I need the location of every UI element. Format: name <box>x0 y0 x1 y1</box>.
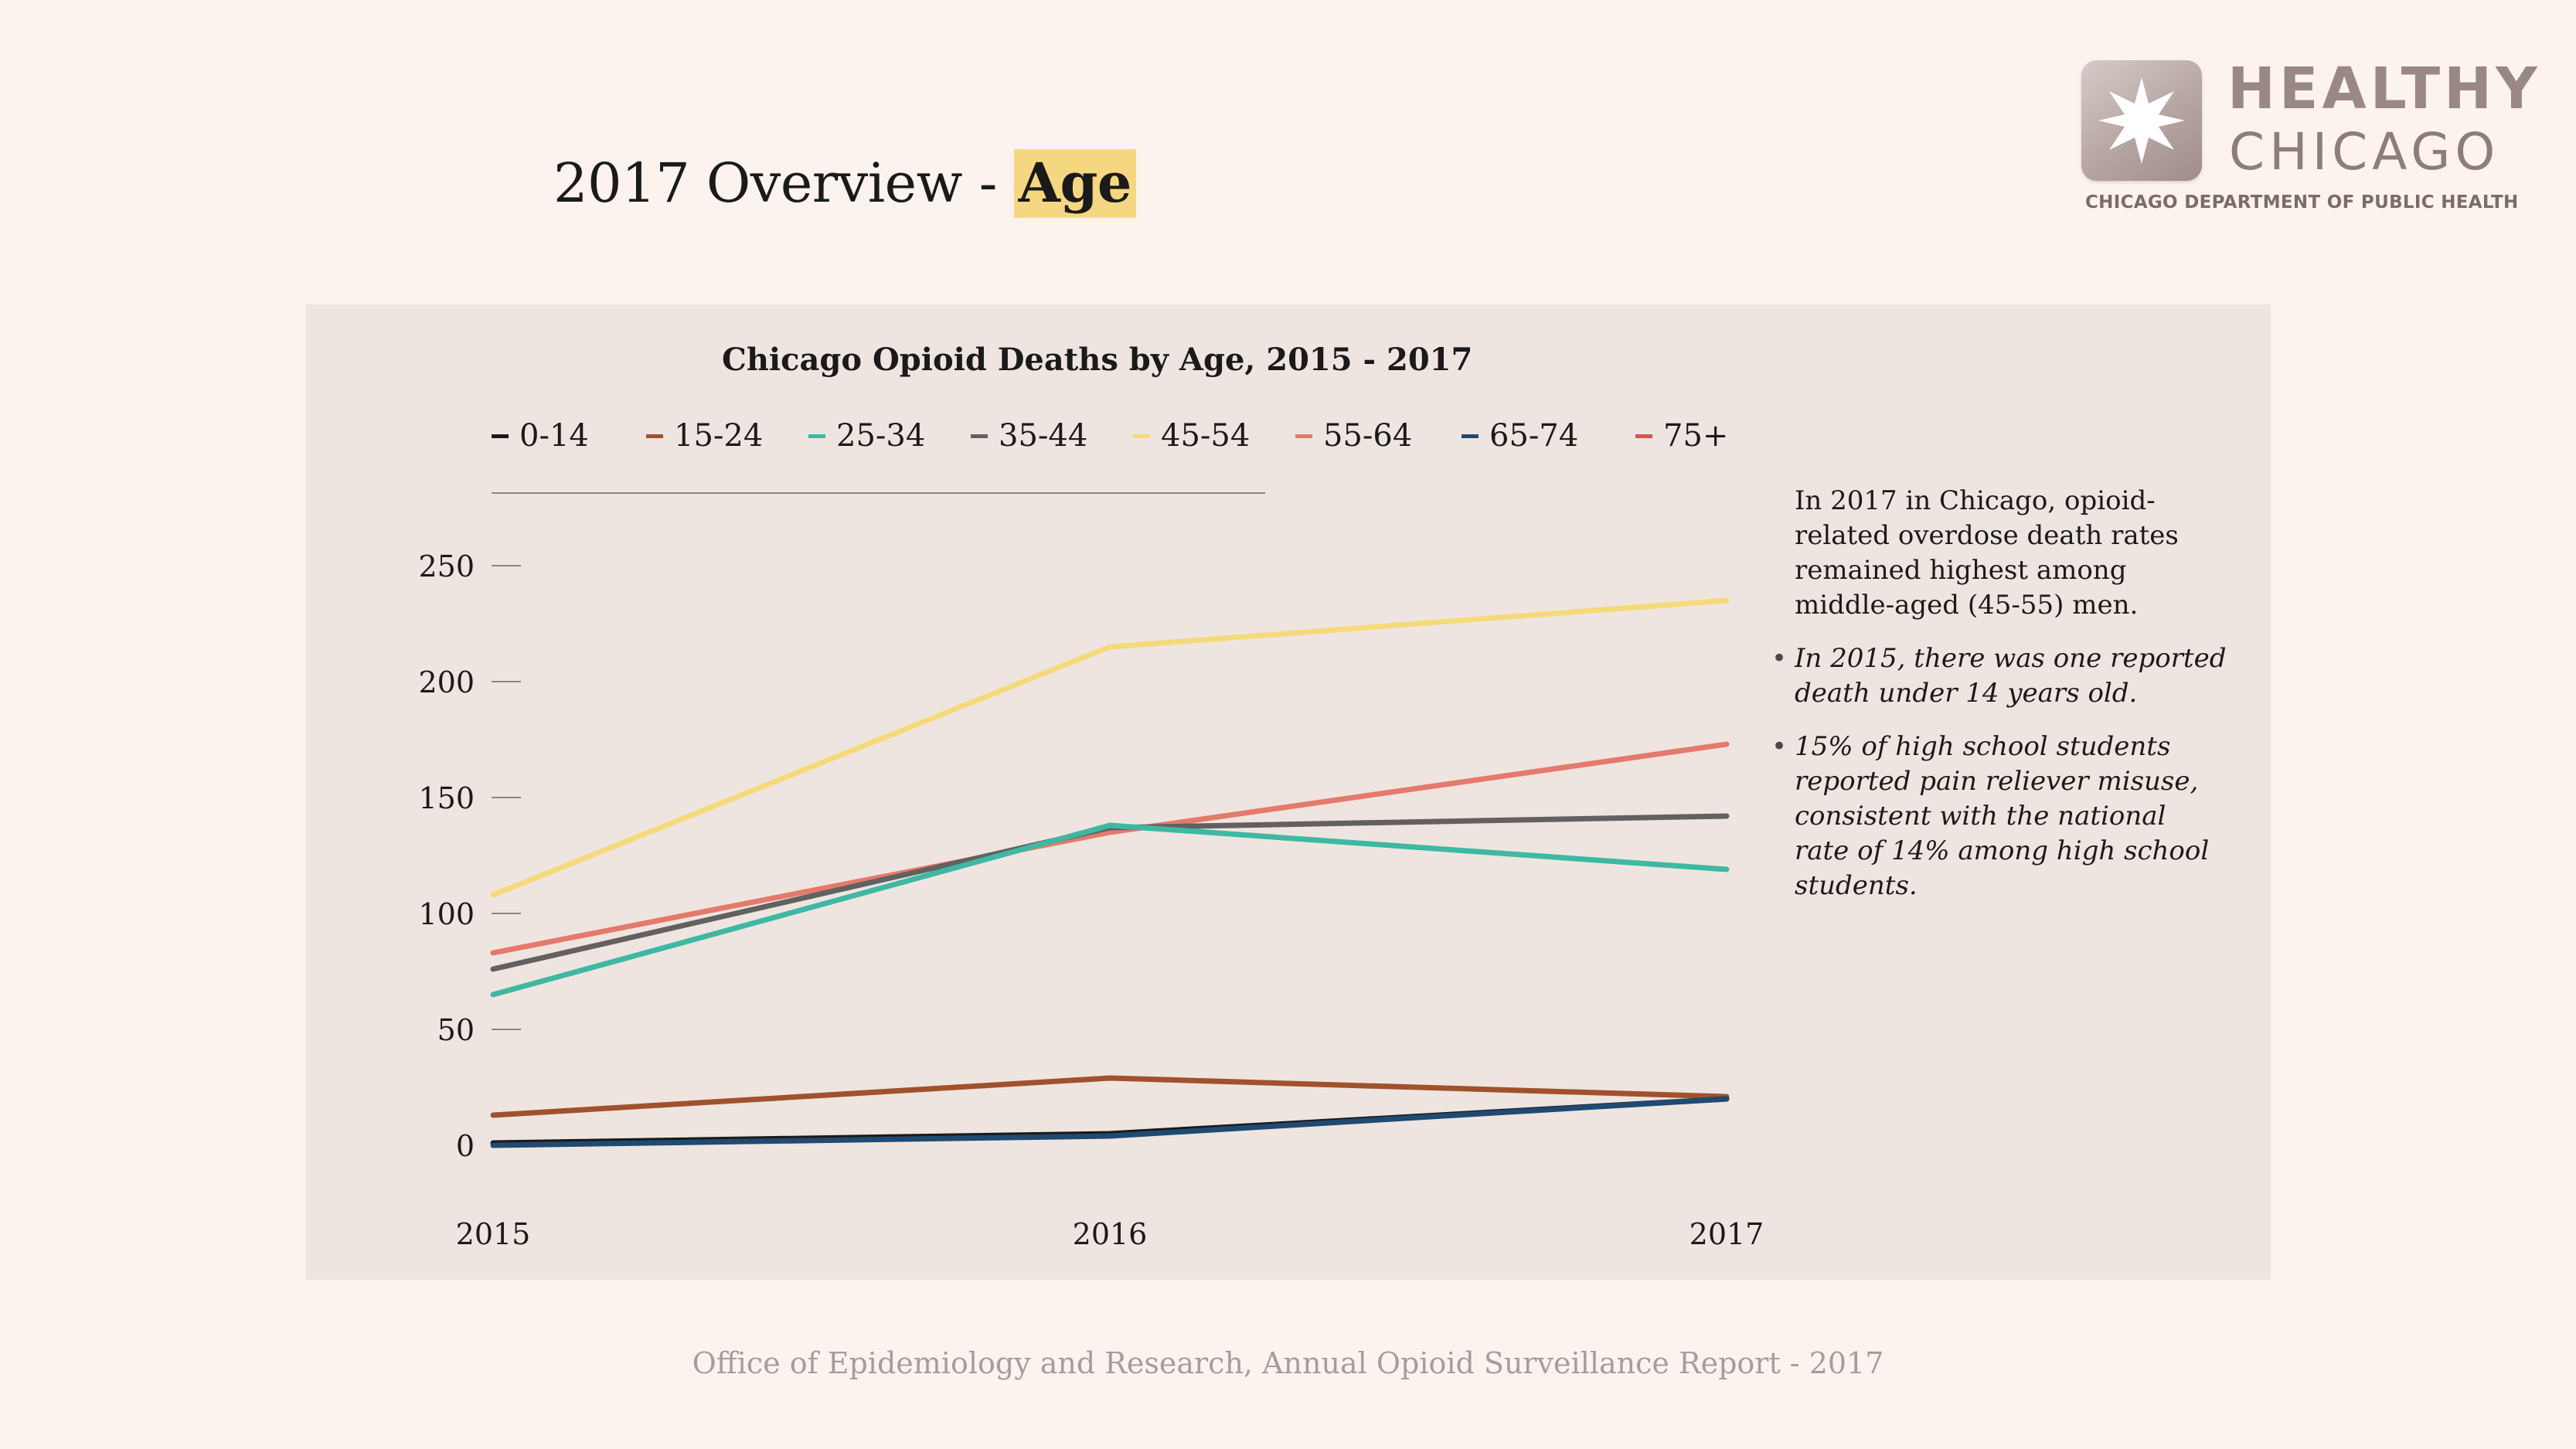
logo-healthy-text: HEALTHY <box>2227 56 2541 122</box>
healthy-chicago-logo: HEALTHY CHICAGO CHICAGO DEPARTMENT OF PU… <box>2079 57 2543 223</box>
y-tick-label: 200 <box>418 665 475 699</box>
y-tick-label: 150 <box>418 781 475 815</box>
legend-item: 45-54 <box>1133 418 1250 454</box>
series-line-45-54 <box>490 597 1730 898</box>
legend-divider <box>492 492 1265 494</box>
legend-label: 25-34 <box>836 418 926 454</box>
bullet-icon: • <box>1771 643 1788 674</box>
legend-swatch <box>971 434 988 438</box>
legend-swatch <box>492 434 509 438</box>
legend-swatch <box>1295 434 1312 438</box>
line-chart: 0 50 100 150 200 250 2015 2016 2017 <box>418 549 1764 1251</box>
legend-label: 45-54 <box>1161 418 1251 454</box>
legend-swatch <box>1635 434 1652 438</box>
star-icon <box>2098 77 2185 164</box>
y-tick-label: 50 <box>437 1013 475 1047</box>
legend-item: 0-14 <box>492 418 589 454</box>
legend-item: 65-74 <box>1462 418 1578 454</box>
legend-item: 75+ <box>1635 418 1728 454</box>
annotation-bullets: • In 2015, there was one reported death u… <box>1771 641 2227 903</box>
bullet-icon: • <box>1771 731 1788 762</box>
legend-swatch <box>1133 434 1150 438</box>
legend-swatch <box>808 434 825 438</box>
y-tick-label: 100 <box>418 897 475 931</box>
series-line-65-74 <box>490 1096 1730 1148</box>
legend-item: 35-44 <box>971 418 1087 454</box>
x-tick-label: 2017 <box>1690 1217 1764 1251</box>
slide-title-highlight: Age <box>1013 149 1136 218</box>
legend-item: 55-64 <box>1295 418 1412 454</box>
legend-label: 0-14 <box>519 418 589 454</box>
slide-title-prefix: 2017 Overview - <box>553 151 1014 215</box>
series-line-55-64 <box>490 741 1730 956</box>
footer-source: Office of Epidemiology and Research, Ann… <box>692 1346 1884 1380</box>
annotation-intro: In 2017 in Chicago, opioid-related overd… <box>1795 485 2179 621</box>
annotation-box: In 2017 in Chicago, opioid-related overd… <box>1771 484 2227 922</box>
chart-legend: 0-14 15-24 25-34 35-44 45-54 55-64 65-74 75+ <box>492 418 1728 464</box>
legend-label: 55-64 <box>1323 418 1413 454</box>
annotation-bullet-text: 15% of high school students reported pai… <box>1795 731 2210 901</box>
legend-label: 15-24 <box>674 418 764 454</box>
y-tick-label: 250 <box>418 549 475 583</box>
x-tick-label: 2016 <box>1073 1217 1148 1251</box>
series-line-15-24 <box>490 1075 1730 1118</box>
x-tick-label: 2015 <box>456 1217 531 1251</box>
logo-department-text: CHICAGO DEPARTMENT OF PUBLIC HEALTH <box>2085 192 2519 213</box>
legend-swatch <box>646 434 663 438</box>
legend-label: 65-74 <box>1489 418 1579 454</box>
legend-item: 15-24 <box>646 418 763 454</box>
annotation-bullet: • In 2015, there was one reported death u… <box>1771 641 2227 711</box>
chart-title: Chicago Opioid Deaths by Age, 2015 - 201… <box>722 342 1473 378</box>
annotation-bullet-text: In 2015, there was one reported death un… <box>1795 643 2227 709</box>
logo-chicago-text: CHICAGO <box>2229 122 2500 182</box>
legend-item: 25-34 <box>808 418 925 454</box>
legend-label: 35-44 <box>999 418 1088 454</box>
annotation-bullet: • 15% of high school students reported pa… <box>1771 730 2227 903</box>
logo-badge <box>2081 60 2202 181</box>
legend-swatch <box>1462 434 1479 438</box>
series-line-25-34 <box>490 822 1730 998</box>
chart-panel: Chicago Opioid Deaths by Age, 2015 - 201… <box>306 304 2271 1280</box>
legend-label: 75+ <box>1663 418 1729 454</box>
y-tick-label: 0 <box>456 1129 475 1163</box>
slide-title: 2017 Overview - Age <box>553 149 1136 218</box>
